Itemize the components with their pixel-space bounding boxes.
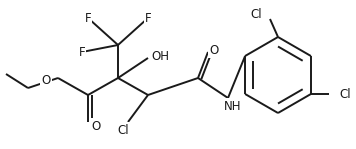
Text: NH: NH bbox=[224, 100, 242, 112]
Text: O: O bbox=[41, 73, 51, 87]
Text: Cl: Cl bbox=[339, 87, 351, 100]
Text: Cl: Cl bbox=[250, 8, 262, 21]
Text: F: F bbox=[145, 11, 151, 24]
Text: F: F bbox=[79, 45, 85, 59]
Text: Cl: Cl bbox=[117, 124, 129, 136]
Text: OH: OH bbox=[151, 49, 169, 62]
Text: O: O bbox=[209, 44, 219, 56]
Text: F: F bbox=[85, 11, 91, 24]
Text: O: O bbox=[91, 119, 101, 132]
